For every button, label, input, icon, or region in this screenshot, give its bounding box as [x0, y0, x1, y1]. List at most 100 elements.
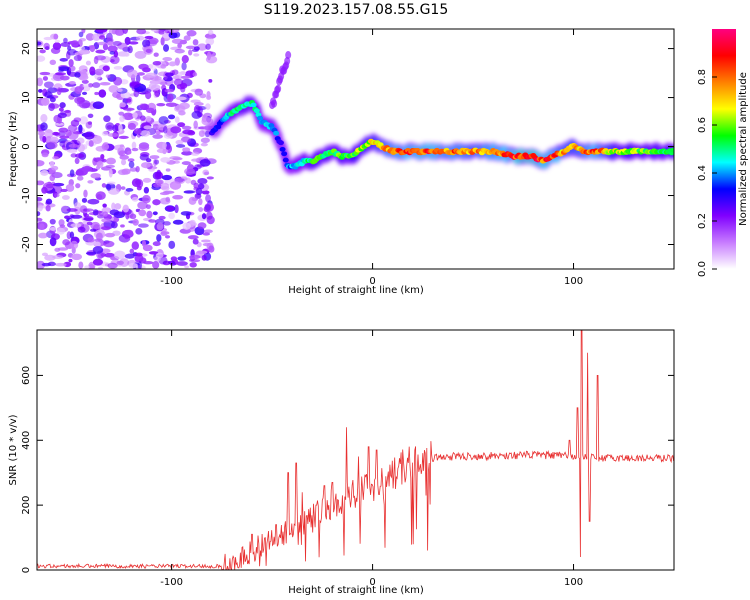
noise-blob — [152, 260, 160, 269]
colorbar-tick-label: 0.2 — [697, 213, 708, 229]
noise-blob — [134, 50, 147, 59]
noise-blob — [46, 141, 58, 150]
noise-blob — [74, 157, 80, 164]
noise-blob — [85, 60, 92, 66]
noise-blob — [142, 67, 151, 73]
colorbar-strip — [712, 29, 736, 269]
noise-blob — [167, 114, 176, 120]
noise-blob — [37, 55, 46, 62]
noise-blob — [78, 124, 83, 133]
noise-blob — [51, 131, 60, 136]
noise-blob — [137, 261, 142, 269]
noise-blob — [43, 42, 50, 50]
noise-blob — [206, 51, 212, 61]
noise-blob — [59, 224, 66, 228]
spectrogram-y-tick-label: -20 — [21, 236, 32, 252]
noise-blob — [92, 101, 104, 109]
noise-blob — [93, 157, 105, 163]
spectrogram-y-label: Frequency (Hz) — [8, 111, 19, 187]
noise-blob — [118, 150, 126, 157]
noise-blob — [95, 191, 106, 200]
noise-blob — [201, 190, 210, 195]
colorbar-tick-label: 0.8 — [697, 69, 708, 85]
noise-blob — [156, 148, 169, 154]
noise-blob — [60, 188, 68, 193]
noise-blob — [116, 88, 123, 93]
noise-blob — [81, 166, 93, 173]
noise-blob — [208, 245, 215, 253]
noise-blob — [90, 228, 97, 232]
noise-blob — [113, 250, 126, 260]
noise-blob — [66, 208, 78, 212]
noise-blob — [43, 81, 54, 89]
snr-frame — [36, 329, 675, 571]
noise-blob — [40, 169, 49, 176]
noise-blob — [195, 187, 203, 196]
noise-blob — [190, 151, 200, 156]
noise-blob — [37, 197, 43, 202]
noise-blob — [188, 196, 197, 205]
noise-blob — [82, 220, 89, 225]
colorbar-tick-label: 0.6 — [697, 117, 708, 133]
noise-blob — [192, 72, 198, 77]
noise-blob — [64, 109, 71, 113]
noise-blob — [118, 124, 123, 132]
noise-blob — [49, 59, 57, 66]
branch-blob — [275, 84, 282, 93]
noise-blob — [92, 135, 103, 145]
noise-blob — [152, 211, 158, 216]
noise-blob — [109, 209, 120, 216]
noise-blob — [101, 207, 112, 214]
noise-blob — [87, 237, 95, 243]
noise-blob — [175, 139, 184, 145]
noise-blob — [189, 262, 197, 268]
noise-blob — [89, 66, 96, 76]
noise-blob — [92, 33, 101, 41]
noise-blob — [156, 222, 164, 231]
noise-blob — [168, 31, 178, 39]
noise-blob — [133, 128, 142, 135]
noise-blob — [99, 35, 106, 40]
noise-blob — [60, 205, 70, 213]
snr-y-label: SNR (10 * v/v) — [8, 414, 19, 485]
noise-blob — [139, 103, 150, 111]
noise-blob — [48, 102, 55, 112]
noise-blob — [75, 183, 81, 189]
noise-blob — [107, 41, 114, 46]
noise-blob — [37, 159, 45, 167]
noise-blob — [120, 224, 125, 228]
noise-blob — [135, 74, 141, 83]
noise-blob — [81, 197, 88, 203]
noise-blob — [185, 177, 191, 184]
noise-blob — [155, 92, 160, 98]
noise-blob — [55, 72, 67, 76]
noise-blob — [61, 195, 70, 200]
noise-blob — [181, 150, 193, 156]
noise-blob — [139, 153, 149, 161]
noise-blob — [127, 150, 132, 155]
noise-blob — [128, 161, 135, 168]
snr-x-tick-label: 0 — [369, 577, 375, 588]
noise-blob — [37, 77, 43, 87]
noise-blob — [77, 175, 84, 181]
noise-blob — [54, 122, 65, 126]
noise-blob — [136, 179, 144, 189]
noise-blob — [135, 252, 143, 257]
noise-blob — [138, 209, 147, 217]
noise-blob — [112, 40, 122, 46]
noise-blob — [166, 93, 174, 103]
noise-blob — [58, 107, 64, 112]
noise-blob — [95, 29, 108, 33]
noise-blob — [205, 37, 215, 46]
colorbar-tick-label: 0.0 — [697, 261, 708, 277]
noise-blob — [111, 29, 118, 35]
noise-blob — [119, 115, 125, 123]
noise-blob — [68, 143, 79, 148]
noise-blob — [57, 112, 67, 119]
noise-blob — [92, 258, 103, 266]
snr-x-tick-label: 100 — [564, 577, 583, 588]
noise-blob — [74, 153, 85, 159]
noise-blob — [174, 105, 186, 113]
noise-blob — [109, 59, 115, 63]
colorbar: 0.0 0.2 0.4 0.6 0.8 Normalized spectral ampl… — [697, 29, 749, 277]
